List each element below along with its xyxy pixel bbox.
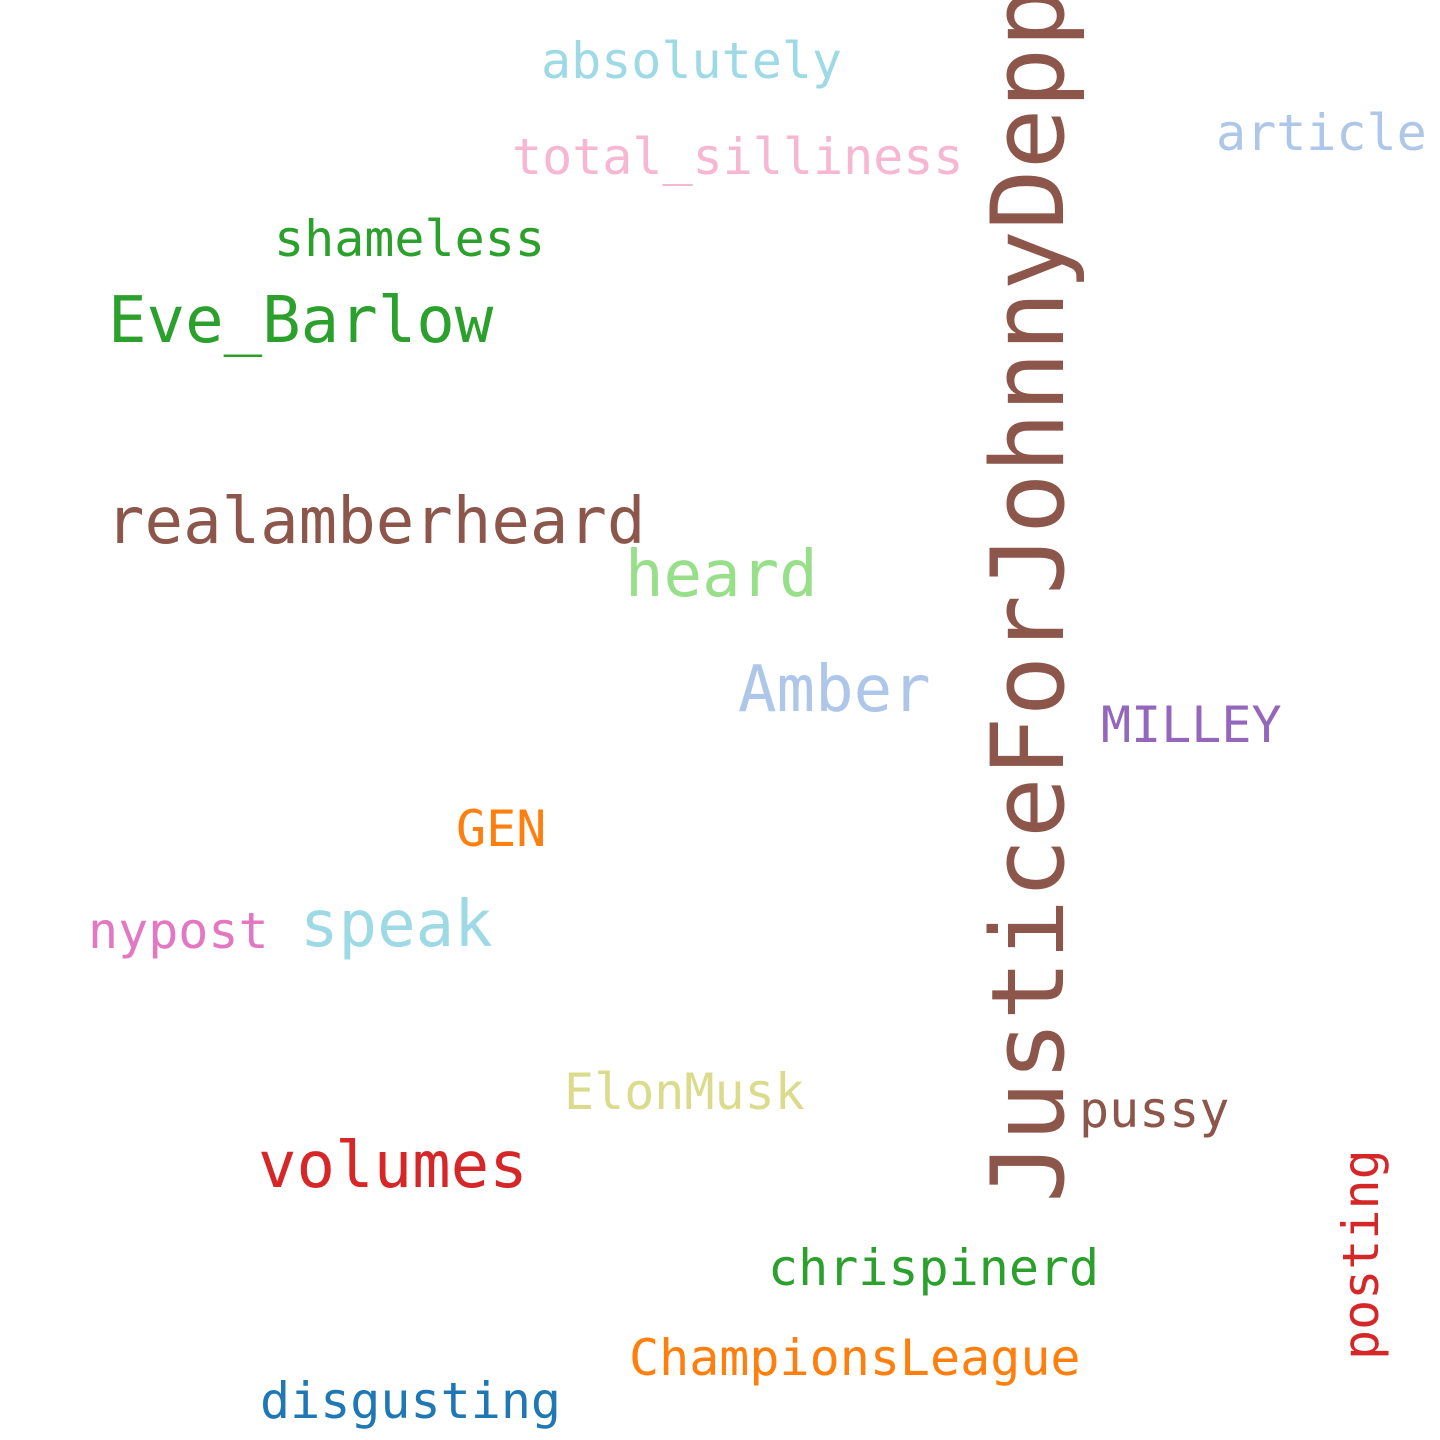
word-championsleague: ChampionsLeague (629, 1329, 1081, 1387)
word-pussy: pussy (1079, 1081, 1230, 1139)
word-speak: speak (300, 888, 493, 962)
word-justiceforjohnnydepp: JusticeForJohnnyDepp (969, 0, 1087, 1203)
word-article: article (1216, 104, 1427, 162)
word-disgusting: disgusting (260, 1372, 562, 1430)
word-shameless: shameless (274, 210, 545, 268)
word-elonmusk: ElonMusk (564, 1063, 805, 1121)
word-chrispinerd: chrispinerd (768, 1239, 1100, 1297)
word-amber: Amber (738, 653, 931, 727)
word-posting: posting (1332, 1149, 1390, 1360)
word-nypost: nypost (88, 902, 269, 960)
word-eve-barlow: Eve_Barlow (108, 284, 494, 358)
word-heard: heard (625, 538, 818, 612)
word-absolutely: absolutely (541, 32, 843, 90)
word-milley: MILLEY (1101, 696, 1282, 754)
word-volumes: volumes (258, 1129, 528, 1203)
word-realamberheard: realamberheard (106, 485, 646, 559)
word-gen: GEN (456, 800, 547, 858)
word-total-silliness: total_silliness (512, 128, 964, 186)
